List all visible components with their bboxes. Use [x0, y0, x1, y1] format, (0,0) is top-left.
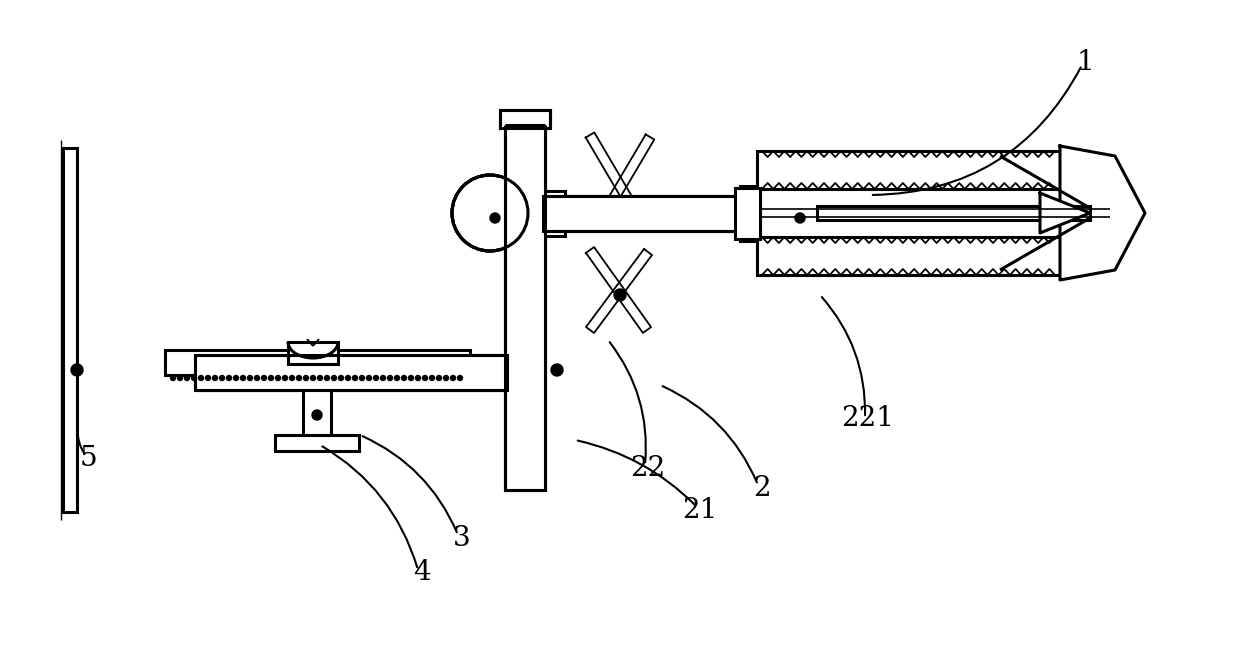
Bar [740, 186, 760, 241]
Circle shape [219, 375, 224, 381]
Polygon shape [594, 135, 655, 227]
Circle shape [248, 375, 253, 381]
Bar [275, 435, 360, 451]
Circle shape [227, 375, 232, 381]
Text: 221: 221 [842, 404, 894, 432]
FancyArrowPatch shape [662, 386, 756, 483]
Polygon shape [587, 247, 651, 333]
FancyArrowPatch shape [78, 428, 84, 454]
Bar [288, 342, 339, 364]
Circle shape [212, 375, 217, 381]
Circle shape [206, 375, 211, 381]
Bar [195, 355, 507, 390]
Circle shape [614, 289, 626, 301]
Bar [735, 188, 760, 239]
Circle shape [795, 213, 805, 223]
Circle shape [436, 375, 441, 381]
Text: 21: 21 [682, 496, 718, 524]
Bar [543, 191, 565, 236]
Circle shape [346, 375, 351, 381]
Circle shape [402, 375, 407, 381]
Circle shape [415, 375, 420, 381]
Circle shape [185, 375, 190, 381]
FancyArrowPatch shape [873, 67, 1081, 195]
Circle shape [296, 375, 301, 381]
Text: 4: 4 [413, 558, 430, 586]
FancyArrowPatch shape [322, 447, 417, 567]
Text: 2: 2 [753, 475, 771, 502]
Circle shape [191, 375, 196, 381]
Bar [63, 148, 77, 512]
Circle shape [331, 375, 336, 381]
Text: 22: 22 [630, 454, 666, 481]
Text: 5: 5 [79, 445, 97, 471]
Polygon shape [1040, 193, 1090, 233]
Circle shape [444, 375, 449, 381]
Circle shape [490, 213, 500, 223]
Circle shape [269, 375, 274, 381]
Bar [756, 151, 1060, 189]
Text: 3: 3 [453, 524, 471, 552]
Text: 1: 1 [1076, 48, 1094, 76]
Circle shape [254, 375, 259, 381]
Polygon shape [585, 133, 645, 223]
Circle shape [262, 375, 267, 381]
Circle shape [394, 375, 399, 381]
Circle shape [241, 375, 246, 381]
Circle shape [408, 375, 413, 381]
Circle shape [312, 410, 322, 420]
Bar [817, 206, 1090, 220]
Circle shape [381, 375, 386, 381]
Circle shape [317, 375, 322, 381]
FancyArrowPatch shape [610, 342, 646, 462]
Circle shape [233, 375, 238, 381]
Circle shape [360, 375, 365, 381]
FancyArrowPatch shape [362, 436, 456, 532]
Circle shape [352, 375, 357, 381]
Circle shape [289, 375, 295, 381]
Bar [543, 196, 756, 231]
Bar [543, 196, 756, 231]
Polygon shape [1060, 146, 1145, 280]
Circle shape [387, 375, 393, 381]
Bar [505, 125, 546, 490]
Circle shape [275, 375, 280, 381]
FancyArrowPatch shape [822, 297, 866, 415]
Bar [500, 110, 551, 128]
Circle shape [367, 375, 372, 381]
Circle shape [423, 375, 428, 381]
Bar [165, 350, 470, 375]
Polygon shape [587, 249, 652, 333]
Circle shape [551, 364, 563, 376]
Circle shape [171, 375, 176, 381]
Circle shape [310, 375, 315, 381]
FancyArrowPatch shape [578, 441, 696, 505]
Circle shape [450, 375, 455, 381]
Circle shape [458, 375, 463, 381]
Bar [195, 355, 507, 390]
Circle shape [339, 375, 343, 381]
Circle shape [71, 364, 83, 376]
Circle shape [373, 375, 378, 381]
Bar [500, 110, 551, 128]
Bar [756, 237, 1060, 275]
Circle shape [453, 176, 527, 250]
Circle shape [325, 375, 330, 381]
Circle shape [283, 375, 288, 381]
Circle shape [198, 375, 203, 381]
Bar [303, 375, 331, 440]
Bar [505, 125, 546, 490]
Circle shape [304, 375, 309, 381]
Circle shape [429, 375, 434, 381]
Circle shape [177, 375, 182, 381]
